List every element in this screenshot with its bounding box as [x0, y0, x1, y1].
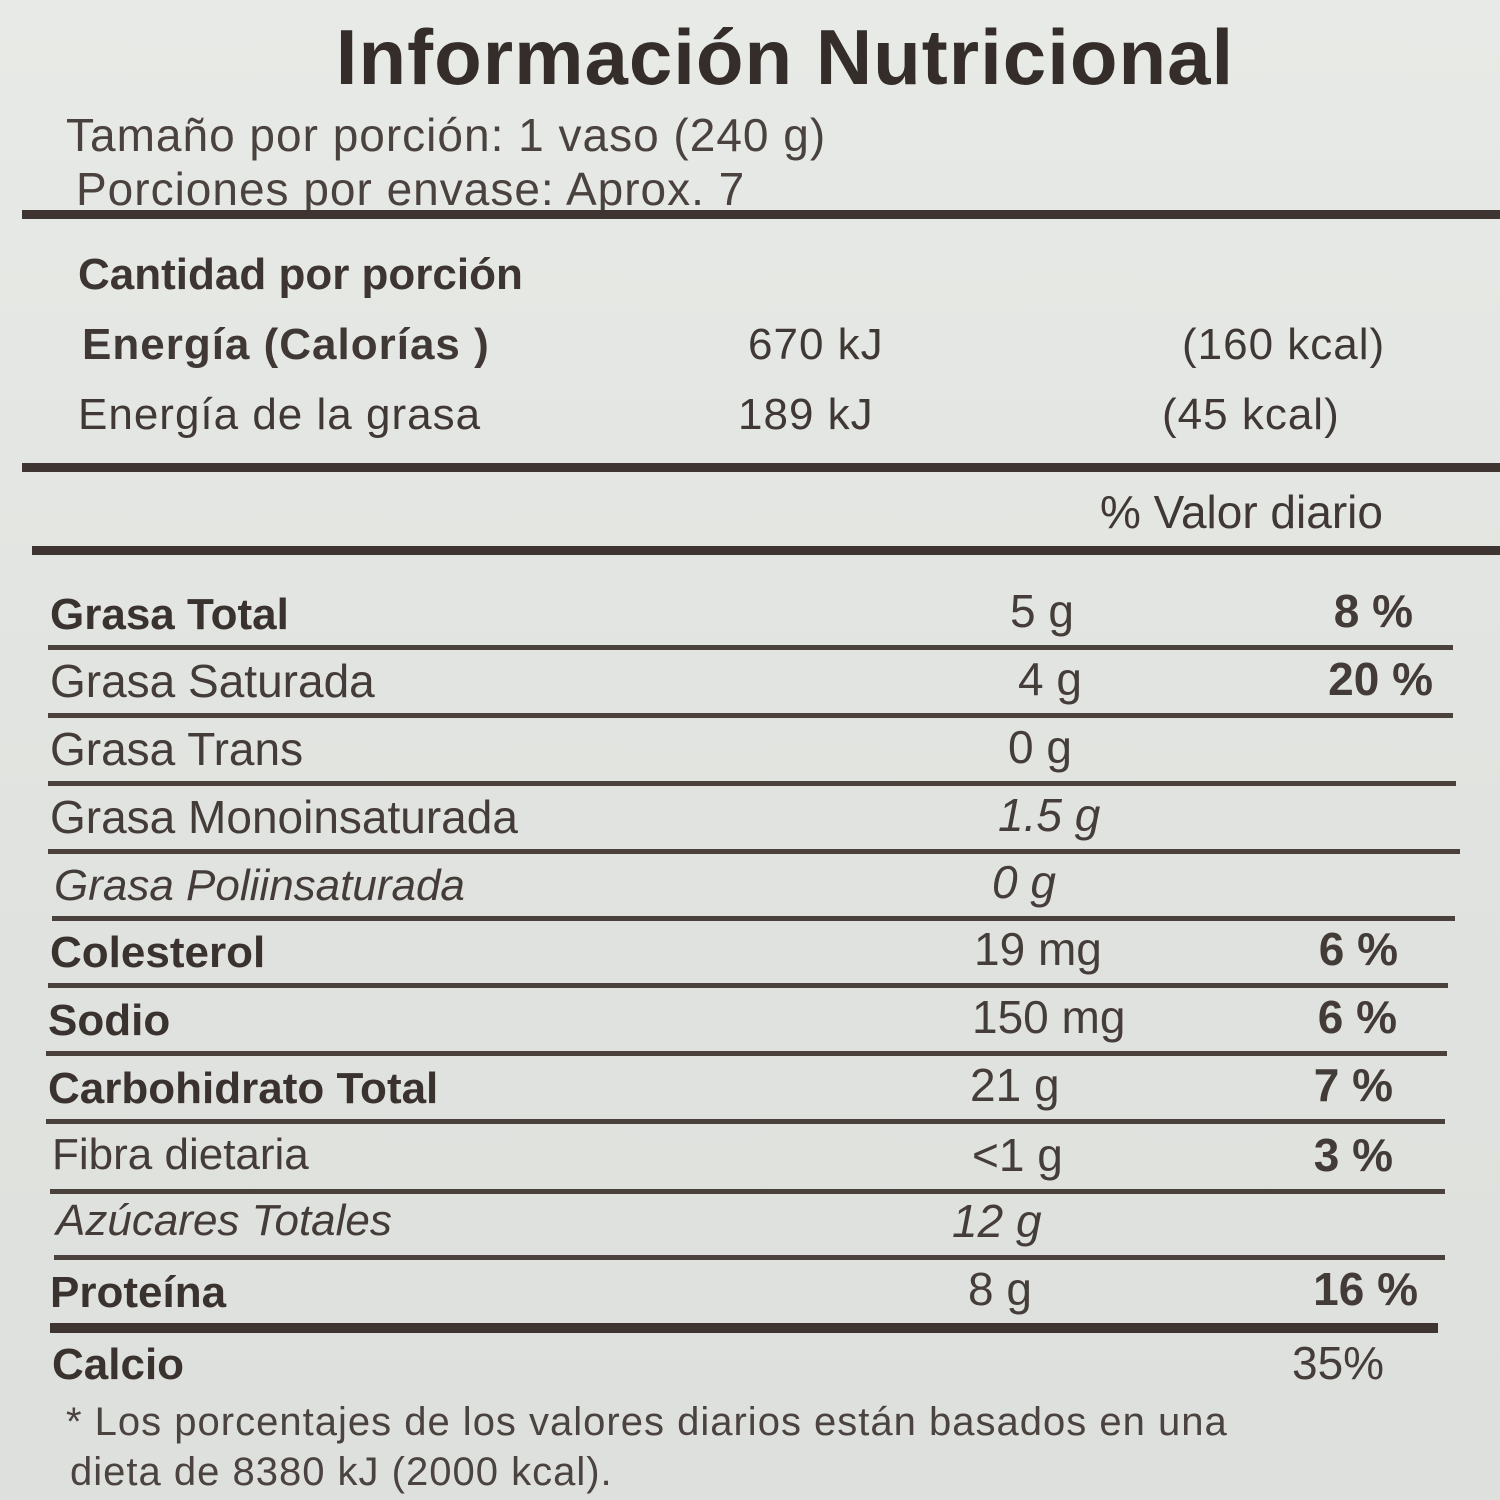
- nutrient-name: Grasa Monoinsaturada: [50, 791, 518, 843]
- nutrient-name: Carbohidrato Total: [48, 1064, 439, 1113]
- nutrient-row: Grasa Total 5 g 8 %: [48, 584, 1453, 650]
- divider-thick-middle: [22, 463, 1500, 472]
- nutrient-name: Grasa Saturada: [50, 655, 375, 707]
- row-divider: [54, 1255, 1445, 1260]
- nutrient-name: Grasa Total: [50, 590, 289, 639]
- nutrient-row: Grasa Saturada 4 g 20 %: [48, 652, 1453, 718]
- row-divider: [46, 1051, 1447, 1056]
- nutrient-daily-value: 6 %: [1318, 923, 1398, 975]
- nutrient-daily-value: 8 %: [1333, 585, 1413, 637]
- nutrient-name: Grasa Poliinsaturada: [54, 861, 465, 910]
- row-divider: [48, 983, 1448, 988]
- nutrient-daily-value: 20 %: [1328, 653, 1433, 705]
- nutrient-amount: 8 g: [968, 1263, 1032, 1315]
- nutrient-daily-value: 3 %: [1313, 1129, 1393, 1181]
- nutrient-amount: 1.5 g: [998, 789, 1101, 841]
- row-divider: [52, 916, 1455, 921]
- nutrient-amount: 19 mg: [974, 923, 1102, 975]
- servings-per-container: Porciones por envase: Aprox. 7: [76, 163, 746, 215]
- nutrient-name: Grasa Trans: [50, 723, 304, 775]
- nutrient-daily-value: 16 %: [1313, 1263, 1418, 1315]
- nutrient-row: Grasa Trans 0 g: [48, 720, 1456, 786]
- nutrient-name: Azúcares Totales: [56, 1196, 392, 1245]
- energy-kj: 670 kJ: [748, 320, 884, 369]
- row-divider: [48, 645, 1453, 650]
- divider-thick-bottom: [50, 1323, 1438, 1333]
- nutrient-row: Colesterol 19 mg 6 %: [48, 922, 1448, 988]
- row-divider: [48, 713, 1453, 718]
- nutrient-name: Fibra dietaria: [52, 1130, 309, 1179]
- nutrient-amount: <1 g: [972, 1129, 1063, 1181]
- footnote-line-1: * Los porcentajes de los valores diarios…: [66, 1400, 1228, 1444]
- nutrient-row: Grasa Poliinsaturada 0 g: [52, 855, 1455, 921]
- nutrient-amount: 4 g: [1018, 653, 1082, 705]
- nutrient-row: Grasa Monoinsaturada 1.5 g: [48, 788, 1460, 854]
- nutrient-daily-value: 6 %: [1317, 991, 1397, 1043]
- row-divider: [48, 849, 1460, 854]
- amount-per-serving-heading: Cantidad por porción: [78, 250, 523, 299]
- nutrient-row: Sodio 150 mg 6 %: [46, 990, 1447, 1056]
- nutrient-amount: 0 g: [992, 856, 1056, 908]
- nutrient-row: Fibra dietaria <1 g 3 %: [50, 1128, 1445, 1194]
- nutrient-name: Proteína: [50, 1268, 227, 1317]
- row-divider: [46, 1119, 1445, 1124]
- nutrient-row: Proteína 8 g 16 %: [48, 1262, 1438, 1328]
- nutrient-amount: 5 g: [1010, 585, 1074, 637]
- fat-energy-kcal: (45 kcal): [1162, 390, 1340, 439]
- footnote-line-2: dieta de 8380 kJ (2000 kcal).: [70, 1450, 613, 1494]
- calcium-daily-value: 35%: [1292, 1337, 1385, 1389]
- divider-thick-nutrients: [32, 546, 1500, 555]
- nutrient-row: Carbohidrato Total 21 g 7 %: [46, 1058, 1445, 1124]
- row-divider: [48, 781, 1456, 786]
- nutrient-amount: 21 g: [970, 1059, 1060, 1111]
- daily-value-heading: % Valor diario: [1100, 486, 1383, 538]
- fat-energy-label: Energía de la grasa: [78, 390, 482, 439]
- calcium-label: Calcio: [52, 1340, 185, 1389]
- label-title: Información Nutricional: [335, 13, 1235, 101]
- energy-label: Energía (Calorías ): [82, 320, 490, 369]
- nutrient-name: Colesterol: [50, 928, 266, 977]
- fat-energy-kj: 189 kJ: [738, 390, 874, 439]
- nutrient-name: Sodio: [48, 996, 171, 1045]
- serving-size: Tamaño por porción: 1 vaso (240 g): [66, 109, 827, 161]
- nutrient-row: Azúcares Totales 12 g: [54, 1194, 1445, 1260]
- divider-thick-top: [22, 210, 1500, 219]
- row-divider: [50, 1189, 1445, 1194]
- nutrient-amount: 0 g: [1008, 721, 1072, 773]
- energy-kcal: (160 kcal): [1182, 320, 1386, 369]
- nutrient-amount: 150 mg: [972, 991, 1126, 1043]
- nutrient-amount: 12 g: [952, 1195, 1042, 1247]
- nutrient-daily-value: 7 %: [1313, 1059, 1393, 1111]
